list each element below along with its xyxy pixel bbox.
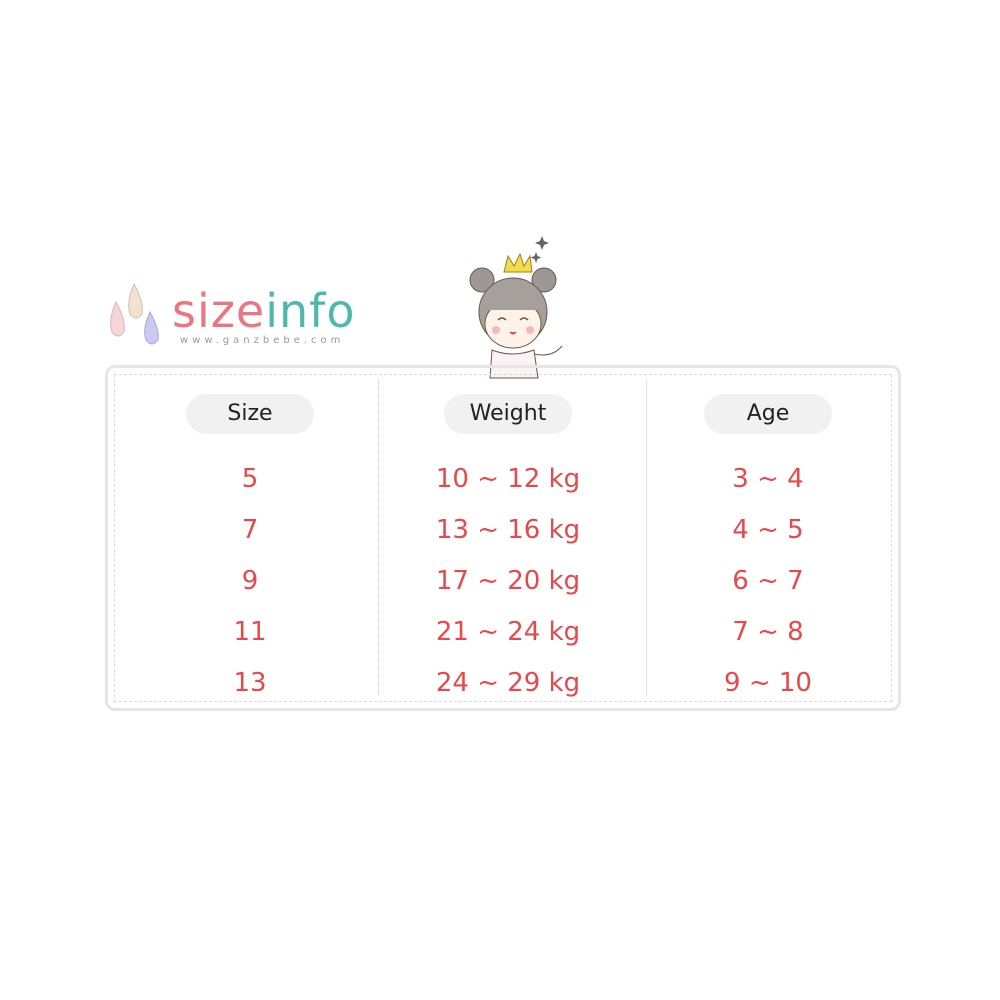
table-dashed-border bbox=[114, 374, 892, 702]
weight-cell: 24 ~ 29 kg bbox=[435, 668, 581, 698]
size-chart-table: Size 5 7 9 11 13 Weight 10 ~ 12 kg 13 ~ 16 kg… bbox=[105, 365, 901, 711]
age-cell: 6 ~ 7 bbox=[732, 566, 804, 596]
age-cell: 7 ~ 8 bbox=[732, 617, 804, 647]
size-cell: 11 bbox=[233, 617, 267, 647]
girl-illustration-icon bbox=[469, 236, 563, 379]
logo-word-size: size bbox=[172, 284, 266, 338]
age-cell: 4 ~ 5 bbox=[732, 515, 804, 545]
logo-word-info: info bbox=[265, 284, 356, 338]
header-weight: Weight bbox=[444, 394, 572, 434]
weight-cell: 13 ~ 16 kg bbox=[435, 515, 581, 545]
age-cell: 9 ~ 10 bbox=[724, 668, 812, 698]
age-column: Age 3 ~ 4 4 ~ 5 6 ~ 7 7 ~ 8 9 ~ 10 bbox=[638, 394, 898, 709]
size-cell: 13 bbox=[233, 668, 267, 698]
header-age: Age bbox=[704, 394, 832, 434]
size-column: Size 5 7 9 11 13 bbox=[120, 394, 380, 709]
weight-cell: 10 ~ 12 kg bbox=[435, 464, 581, 494]
size-cell: 7 bbox=[241, 515, 259, 545]
header-size: Size bbox=[186, 394, 314, 434]
weight-column: Weight 10 ~ 12 kg 13 ~ 16 kg 17 ~ 20 kg 21 … bbox=[378, 394, 638, 709]
age-cell: 3 ~ 4 bbox=[732, 464, 804, 494]
size-cell: 9 bbox=[241, 566, 259, 596]
size-cell: 5 bbox=[241, 464, 259, 494]
raindrops-icon bbox=[110, 282, 159, 345]
column-divider bbox=[378, 380, 379, 696]
logo-title: sizeinfo bbox=[172, 284, 355, 338]
website-url: www.ganzbebe.com bbox=[180, 335, 345, 346]
weight-cell: 17 ~ 20 kg bbox=[435, 566, 581, 596]
weight-cell: 21 ~ 24 kg bbox=[435, 617, 581, 647]
column-divider bbox=[646, 380, 647, 696]
